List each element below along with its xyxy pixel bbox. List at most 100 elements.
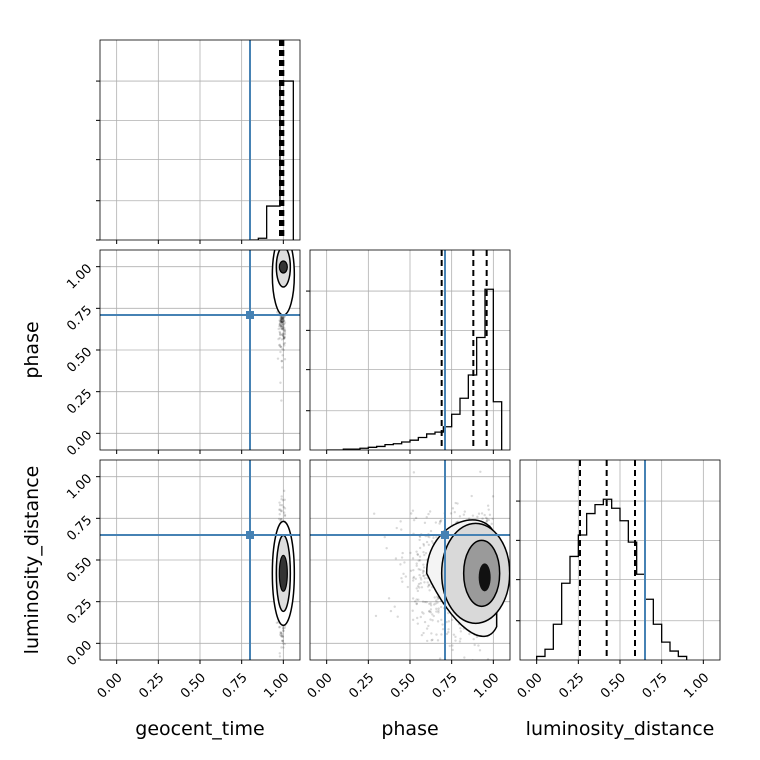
scatter-point [425,516,428,519]
scatter-point [434,521,438,524]
panel-hist-phase [309,249,511,451]
scatter-point [427,610,431,613]
scatter-point [428,610,431,613]
scatter-point [279,316,282,319]
scatter-point [436,601,439,604]
x-axis-label-0: geocent_time [135,718,264,740]
scatter-point [279,345,282,348]
scatter-point [447,620,451,623]
scatter-point [283,344,286,347]
scatter-point [279,320,282,323]
contour-inner [278,260,288,274]
scatter-point [435,607,438,611]
scatter-point [281,320,284,323]
scatter-point [280,333,284,337]
scatter-point [415,587,418,590]
scatter-point [420,578,423,581]
scatter-point [473,643,476,647]
scatter-point [280,243,282,245]
scatter-point [425,540,429,544]
scatter-point [427,512,430,516]
contour-inner [278,554,288,592]
scatter-point [470,494,473,498]
scatter-point [282,342,286,346]
scatter-point [278,330,281,334]
scatter-point [471,514,475,517]
scatter-point [419,576,422,579]
scatter-point [282,329,286,332]
scatter-point [280,243,282,245]
scatter-point [278,343,282,347]
scatter-point [281,327,285,330]
density-contours [271,520,296,627]
scatter-point [283,329,287,332]
scatter-point [279,518,283,521]
scatter-point [414,516,418,520]
scatter-point [280,246,282,248]
scatter-point [278,323,281,326]
scatter-point [475,635,479,639]
scatter-point [282,646,285,649]
scatter-point [284,243,286,245]
scatter-point [418,559,422,562]
scatter-point [279,317,283,320]
scatter-point [280,318,283,322]
scatter-point [279,317,282,321]
scatter-point [281,316,284,319]
scatter-point [280,360,283,363]
scatter-point [409,569,413,572]
scatter-point [283,315,286,319]
scatter-point [437,611,440,614]
scatter-point [425,600,428,604]
scatter-point [429,608,433,611]
scatter-point [387,597,391,600]
scatter-point [275,621,279,625]
scatter-point [415,564,418,567]
scatter-point [422,563,425,566]
scatter-point [276,311,279,314]
scatter-point [278,625,281,629]
scatter-point [456,502,459,505]
scatter-point [281,347,284,351]
scatter-point [278,244,280,246]
scatter-point [278,655,282,658]
scatter-point [280,338,284,341]
scatter-point [406,585,410,589]
scatter-point [280,327,284,330]
scatter-point [282,247,284,249]
scatter-point [437,607,440,610]
scatter-point [281,333,284,336]
scatter-point [280,359,284,363]
scatter-point [426,581,429,584]
scatter-point [281,499,285,502]
scatter-point [410,512,413,515]
scatter-point [283,337,286,340]
scatter-point [491,495,495,498]
x-tick-label: 1.00 [681,670,712,701]
scatter-point [453,511,456,514]
scatter-point [278,626,281,629]
scatter-point [419,581,422,585]
scatter-point [479,470,482,474]
scatter-point [383,535,386,539]
scatter-point [459,637,462,640]
scatter-point [279,319,282,323]
scatter-point [280,631,283,635]
scatter-point [415,616,419,620]
scatter-point [281,226,283,228]
scatter-point [284,244,286,246]
scatter-point [449,512,453,515]
scatter-point [278,513,281,516]
scatter-point [278,333,282,336]
scatter-point [283,336,286,340]
scatter-point [283,358,287,361]
scatter-point [421,600,425,603]
scatter-point [282,325,285,328]
scatter-point [428,584,431,587]
scatter-point [280,317,283,320]
scatter-point [282,337,285,341]
scatter-point [278,508,281,511]
scatter-point [439,519,443,522]
scatter-point [472,637,475,641]
scatter-point [281,639,284,642]
